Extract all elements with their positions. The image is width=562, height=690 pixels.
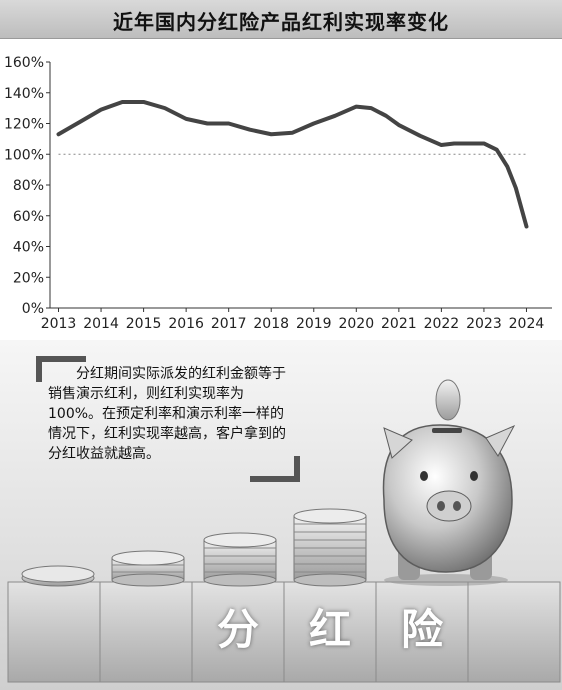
quote-corner-top-left xyxy=(36,356,86,382)
block-1 xyxy=(7,581,101,683)
x-tick-label: 2014 xyxy=(83,316,119,332)
block-4 xyxy=(283,581,377,683)
y-tick-label: 20% xyxy=(13,270,44,286)
wooden-blocks xyxy=(7,581,561,683)
y-tick-label: 120% xyxy=(4,117,44,133)
x-tick-label: 2015 xyxy=(126,316,162,332)
block-6 xyxy=(467,581,561,683)
x-tick-label: 2021 xyxy=(381,316,417,332)
x-tick-label: 2019 xyxy=(296,316,332,332)
chart-title: 近年国内分红险产品红利实现率变化 xyxy=(113,10,449,34)
series-line xyxy=(56,99,529,229)
y-tick-label: 0% xyxy=(22,301,44,317)
x-tick-label: 2023 xyxy=(466,316,502,332)
piggy-bank-illustration xyxy=(7,379,561,683)
y-tick-label: 140% xyxy=(4,86,44,102)
x-tick-label: 2016 xyxy=(168,316,204,332)
y-tick-label: 100% xyxy=(4,147,44,163)
x-tick-label: 2013 xyxy=(41,316,77,332)
coin-stack-2 xyxy=(111,550,185,587)
block-2 xyxy=(99,581,193,683)
coin-stack-3 xyxy=(203,532,277,587)
x-tick-label: 2020 xyxy=(338,316,374,332)
y-tick-label: 40% xyxy=(13,240,44,256)
quote-corner-bottom-right xyxy=(250,456,300,482)
line-chart: 0% 20% 40% 60% 80% 100% 120% 140% 160% 2013 2014 20… xyxy=(4,55,552,332)
y-tick-label: 160% xyxy=(4,55,44,71)
y-tick-label: 60% xyxy=(13,209,44,225)
x-tick-label: 2017 xyxy=(211,316,247,332)
x-tick-label: 2022 xyxy=(424,316,460,332)
coin-stack-4 xyxy=(293,508,367,587)
x-tick-label: 2024 xyxy=(509,316,545,332)
title-bar: 近年国内分红险产品红利实现率变化 xyxy=(0,0,562,39)
x-tick-label: 2018 xyxy=(253,316,289,332)
explanation-note: 分红期间实际派发的红利金额等于销售演示红利，则红利实现率为100%。在预定利率和… xyxy=(48,366,286,462)
y-tick-label: 80% xyxy=(13,178,44,194)
coin-stack-1 xyxy=(21,565,95,587)
coin-stacks xyxy=(21,508,367,587)
block-3 xyxy=(191,581,285,683)
block-char-hong: 红 xyxy=(308,605,351,654)
block-char-fen: 分 xyxy=(216,605,259,654)
block-char-xian: 险 xyxy=(400,605,443,654)
falling-coin xyxy=(435,379,461,421)
piggy-bank xyxy=(382,424,516,586)
